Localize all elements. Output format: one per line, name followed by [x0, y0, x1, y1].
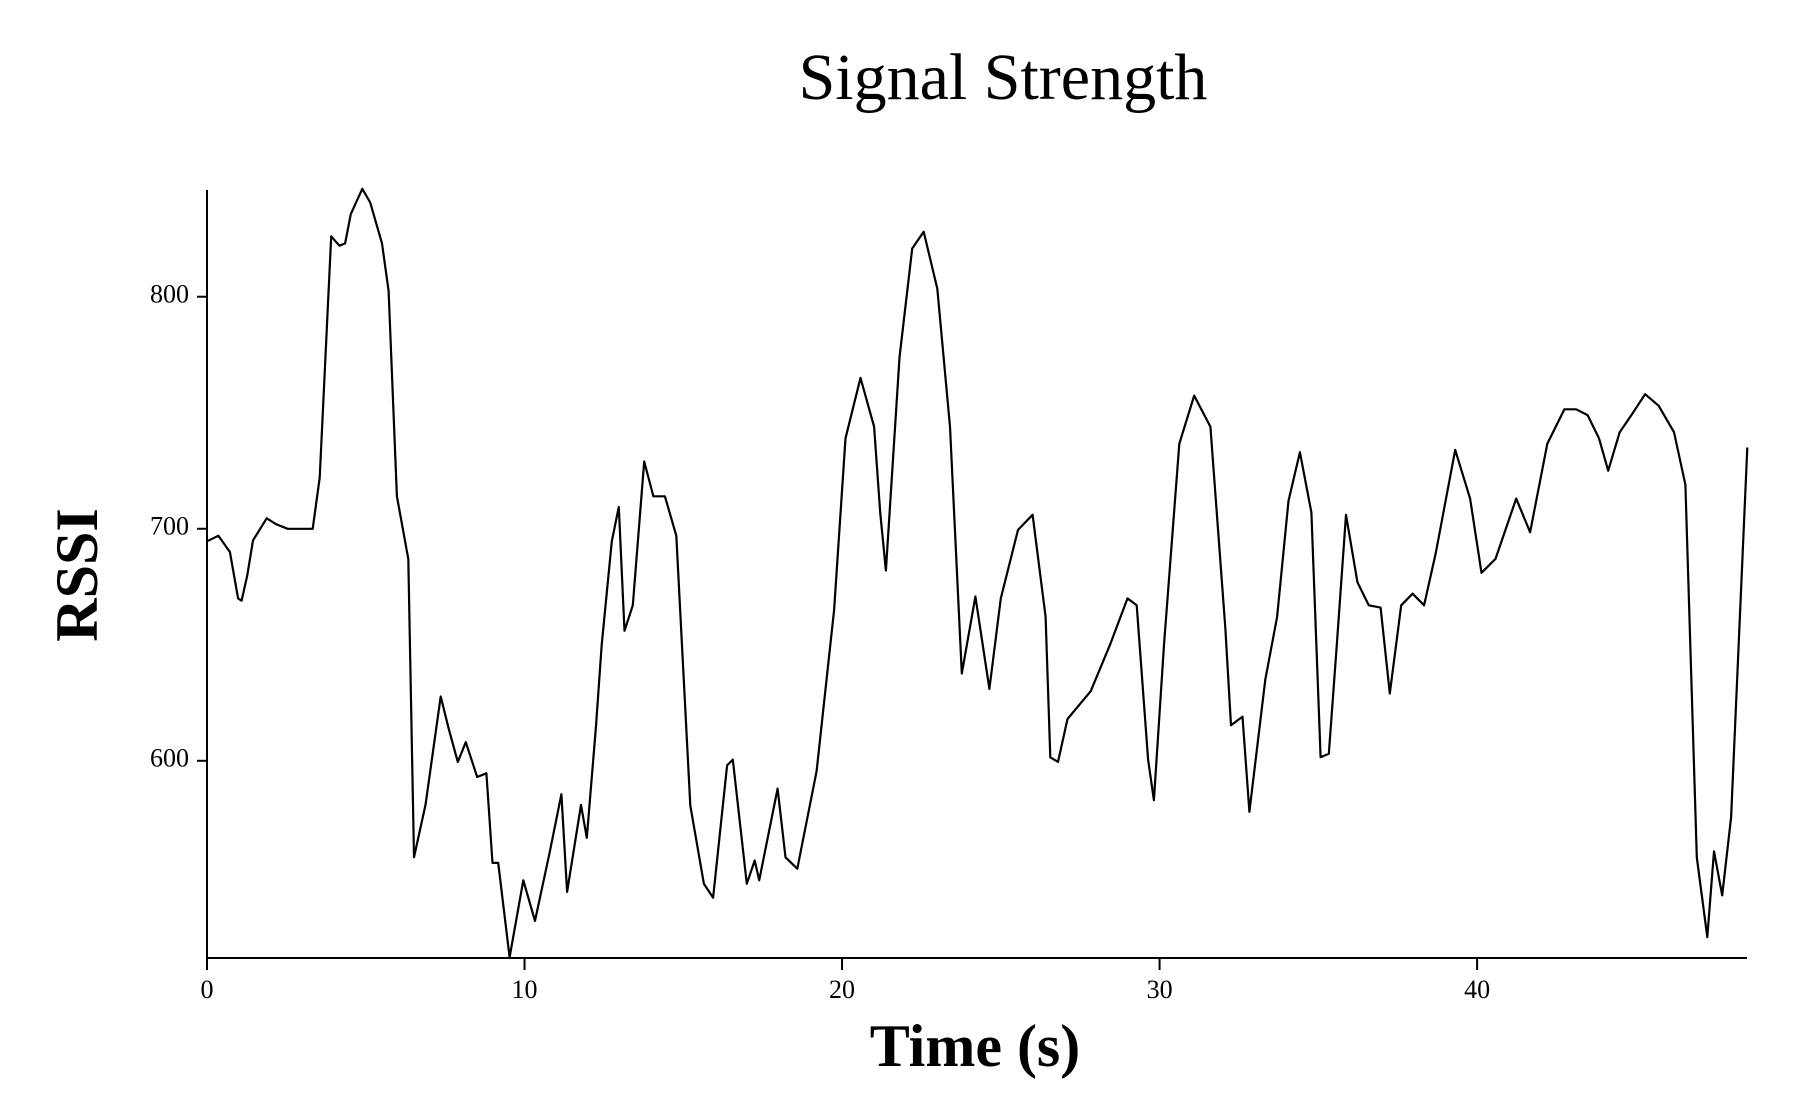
x-tick-label: 0 [201, 975, 214, 1004]
y-tick-label: 600 [150, 744, 189, 773]
y-axis-label: RSSI [44, 508, 110, 641]
x-axis-label: Time (s) [870, 1013, 1081, 1079]
y-tick-label: 800 [150, 280, 189, 309]
signal-line [206, 187, 1749, 959]
x-tick-label: 30 [1147, 975, 1173, 1004]
y-tick-label: 700 [150, 512, 189, 541]
x-tick-label: 20 [829, 975, 855, 1004]
x-tick-label: 10 [512, 975, 538, 1004]
x-tick-label: 40 [1464, 975, 1490, 1004]
chart-title: Signal Strength [799, 41, 1208, 114]
